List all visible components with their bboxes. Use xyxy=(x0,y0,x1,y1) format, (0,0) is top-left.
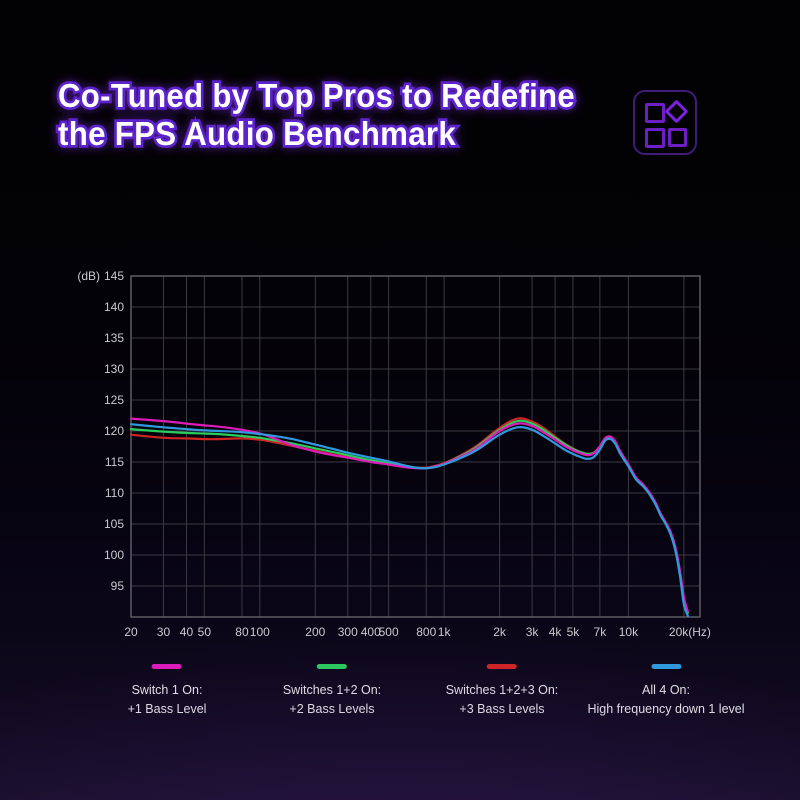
legend-label-line2: +1 Bass Level xyxy=(127,702,207,717)
x-tick-label: 3k xyxy=(526,625,540,639)
x-tick-label: 800 xyxy=(416,625,436,639)
legend-label-line2: +3 Bass Levels xyxy=(459,702,545,717)
chart-legend: Switch 1 On: +1 Bass Level Switches 1+2 On… xyxy=(0,664,800,744)
series-curve-4 xyxy=(129,423,689,617)
plot-border xyxy=(130,275,701,618)
series-curve-3 xyxy=(129,417,689,614)
square-icon xyxy=(668,128,687,147)
x-tick-label: 20k(Hz) xyxy=(669,625,711,639)
legend-swatch xyxy=(316,664,347,669)
x-tick-label: 4k xyxy=(549,625,563,639)
legend-label: Switch 1 On: +1 Bass Level xyxy=(128,681,207,720)
x-tick-label: 30 xyxy=(157,625,171,639)
y-tick-label: 145 xyxy=(104,269,124,283)
x-tick-label: 300 xyxy=(338,625,358,639)
y-tick-label: 120 xyxy=(104,424,124,438)
legend-label: Switches 1+2+3 On: +3 Bass Levels xyxy=(446,681,559,720)
legend-item-2: Switches 1+2 On: +2 Bass Levels xyxy=(283,664,381,720)
legend-swatch xyxy=(486,664,517,669)
legend-item-4: All 4 On: High frequency down 1 level xyxy=(587,664,745,720)
x-tick-label: 50 xyxy=(198,625,212,639)
y-tick-label: 140 xyxy=(104,300,124,314)
x-tick-label: 1k xyxy=(438,625,452,639)
y-tick-label: 125 xyxy=(104,393,124,407)
y-tick-label: 100 xyxy=(104,548,124,562)
x-tick-label: 100 xyxy=(250,625,270,639)
x-tick-label: 10k xyxy=(619,625,639,639)
legend-item-3: Switches 1+2+3 On: +3 Bass Levels xyxy=(446,664,559,720)
y-tick-label: 115 xyxy=(105,455,124,469)
legend-label-line1: Switch 1 On: xyxy=(131,683,203,697)
x-tick-label: 400 xyxy=(361,625,381,639)
legend-label: All 4 On: High frequency down 1 level xyxy=(587,681,744,720)
square-icon xyxy=(645,128,665,148)
y-axis-unit-label: (dB) xyxy=(77,269,100,283)
frequency-response-chart: 145 140 135 130 125 120 115 110 105 100 95 (dB) 20 30… xyxy=(77,269,711,639)
page-title-line2: the FPS Audio Benchmark xyxy=(58,115,456,152)
x-tick-label: 20 xyxy=(124,625,138,639)
legend-swatch xyxy=(152,664,182,669)
y-tick-label: 135 xyxy=(104,331,124,345)
x-tick-label: 2k xyxy=(493,625,507,639)
page-title: Co-Tuned by Top Pros to Redefine the FPS… xyxy=(55,74,577,155)
x-tick-label: 80 xyxy=(235,625,249,639)
legend-label-line2: High frequency down 1 level xyxy=(587,702,745,717)
x-tick-label: 500 xyxy=(379,625,399,639)
x-tick-label: 7k xyxy=(594,625,608,639)
legend-label: Switches 1+2 On: +2 Bass Levels xyxy=(283,681,381,720)
legend-label-line1: All 4 On: xyxy=(642,683,690,697)
category-grid-icon xyxy=(633,90,697,155)
legend-label-line1: Switches 1+2+3 On: xyxy=(445,683,559,697)
x-tick-label: 200 xyxy=(305,625,325,639)
page-title-line1: Co-Tuned by Top Pros to Redefine xyxy=(58,77,575,114)
y-tick-label: 105 xyxy=(104,517,124,531)
square-icon xyxy=(645,103,665,123)
legend-label-line2: +2 Bass Levels xyxy=(289,702,375,717)
y-tick-label: 110 xyxy=(105,486,124,500)
series-curve-1 xyxy=(129,417,689,613)
series-curve-2 xyxy=(129,419,689,614)
x-tick-label: 5k xyxy=(567,625,581,639)
legend-item-1: Switch 1 On: +1 Bass Level xyxy=(128,664,207,720)
x-tick-label: 40 xyxy=(180,625,194,639)
legend-swatch xyxy=(650,664,681,669)
y-tick-label: 95 xyxy=(111,579,125,593)
legend-label-line1: Switches 1+2 On: xyxy=(282,683,382,697)
y-tick-label: 130 xyxy=(104,362,124,376)
